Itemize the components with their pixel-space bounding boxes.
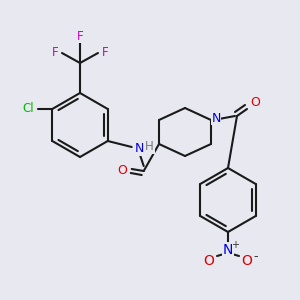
Text: F: F [102, 46, 108, 59]
Text: O: O [250, 97, 260, 110]
Text: N: N [223, 243, 233, 257]
Text: O: O [204, 254, 214, 268]
Text: +: + [231, 240, 239, 250]
Text: H: H [145, 140, 154, 154]
Text: O: O [242, 254, 252, 268]
Text: N: N [135, 142, 144, 155]
Text: Cl: Cl [22, 101, 34, 115]
Text: F: F [77, 29, 83, 43]
Text: -: - [254, 250, 258, 263]
Text: F: F [52, 46, 58, 59]
Text: O: O [117, 164, 127, 178]
Text: N: N [211, 112, 221, 124]
